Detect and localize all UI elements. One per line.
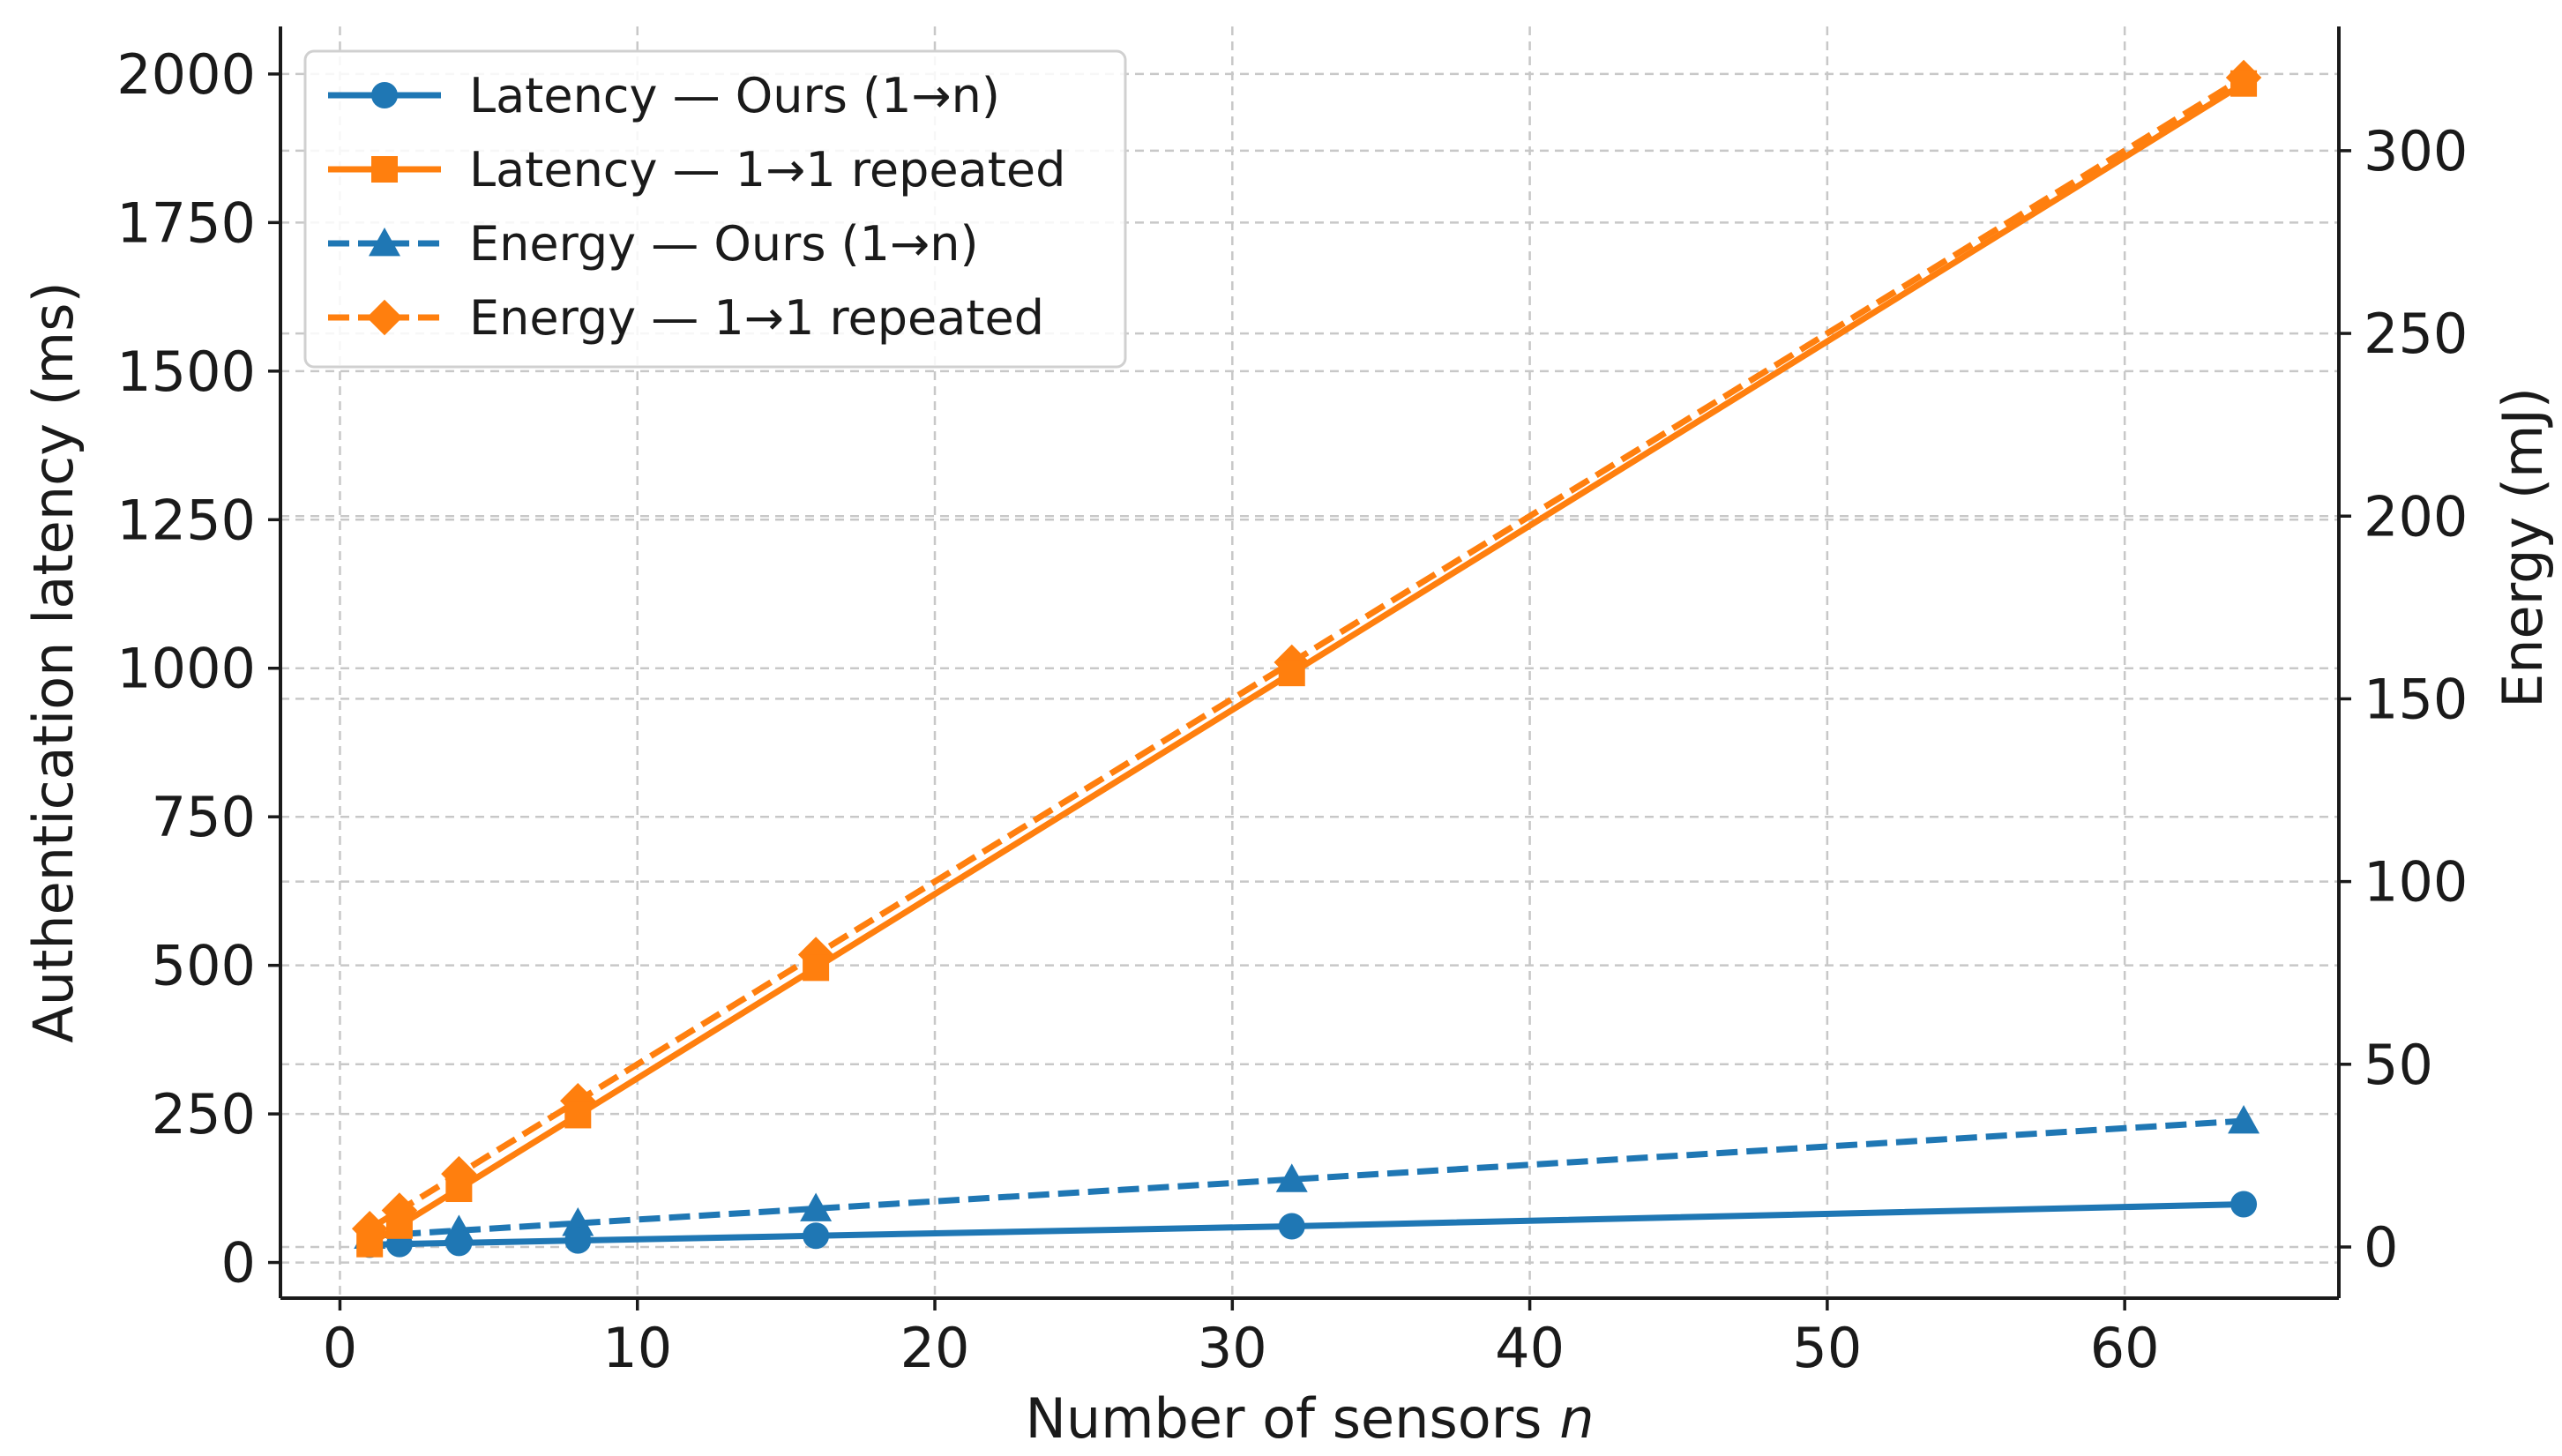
y-left-tick-label: 500 [152, 934, 256, 998]
data-point-square [356, 1230, 384, 1258]
y-left-tick-label: 1000 [116, 637, 256, 701]
data-point-circle [445, 1229, 473, 1257]
legend-item-0: Latency — Ours (1→n) [328, 68, 1000, 123]
data-point-triangle [562, 1207, 594, 1236]
legend-label: Energy — 1→1 repeated [469, 290, 1044, 346]
y-left-tick-label: 1750 [116, 190, 256, 255]
y-left-tick-label: 750 [152, 785, 256, 849]
y-right-tick-label: 100 [2364, 850, 2468, 915]
legend-box [303, 49, 1127, 369]
data-point-square [564, 1101, 592, 1129]
y-left-tick-label: 1500 [116, 340, 256, 404]
data-point-circle [1278, 1213, 1305, 1240]
series-0 [356, 1191, 2258, 1258]
y-right-tick-label: 150 [2364, 667, 2468, 731]
data-point-triangle [2228, 1105, 2260, 1134]
x-axis-label-variable: n [1559, 1386, 1594, 1451]
y-right-tick-label: 0 [2364, 1215, 2398, 1280]
legend-item-2: Energy — Ours (1→n) [328, 216, 979, 272]
legend: Latency — Ours (1→n) Latency — 1→1 repeat… [303, 49, 1127, 369]
y-right-tick-label: 200 [2364, 484, 2468, 549]
series-line [370, 1201, 2245, 1248]
data-point-diamond [366, 299, 403, 336]
data-point-square [1278, 660, 1305, 687]
x-tick-label: 20 [900, 1316, 970, 1380]
y-right-tick-label: 50 [2364, 1033, 2433, 1097]
legend-label: Energy — Ours (1→n) [469, 216, 979, 272]
y-left-tick-label: 1250 [116, 488, 256, 552]
data-point-square [385, 1212, 413, 1239]
legend-label: Latency — Ours (1→n) [469, 68, 1000, 123]
y-left-tick-label: 2000 [116, 42, 256, 107]
data-point-circle [564, 1227, 592, 1254]
y-left-tick-label: 0 [221, 1231, 256, 1295]
x-axis-label-text: Number of sensors [1025, 1386, 1542, 1451]
data-point-square [445, 1176, 473, 1203]
axes-layer: 0 10 20 30 40 50 60025050075010001250150017502… [21, 26, 2555, 1451]
y-right-axis-label: Energy (mJ) [2491, 387, 2555, 708]
legend-label: Latency — 1→1 repeated [469, 142, 1065, 198]
data-point-circle [371, 82, 398, 108]
y-right-tick-label: 250 [2364, 302, 2468, 366]
legend-item-3: Energy — 1→1 repeated [328, 290, 1044, 346]
x-axis-label: Number of sensors n [1025, 1386, 1594, 1451]
data-point-square [371, 156, 398, 183]
series-line [369, 1117, 2245, 1240]
x-tick-label: 50 [1792, 1316, 1862, 1380]
series-layer [351, 59, 2262, 1258]
x-axis-label-space [1542, 1386, 1560, 1451]
y-left-axis-label: Authentication latency (ms) [21, 281, 86, 1042]
x-tick-label: 0 [323, 1316, 357, 1380]
x-tick-label: 40 [1495, 1316, 1565, 1380]
data-point-circle [2230, 1191, 2258, 1218]
series-1 [356, 70, 2258, 1258]
x-tick-label: 10 [602, 1316, 672, 1380]
grid-layer [280, 26, 2339, 1298]
data-point-triangle [369, 228, 400, 257]
y-left-tick-label: 250 [152, 1082, 256, 1146]
y-right-tick-label: 300 [2364, 119, 2468, 183]
data-point-square [2230, 70, 2258, 97]
data-point-circle [803, 1222, 830, 1250]
x-tick-label: 30 [1198, 1316, 1267, 1380]
legend-item-1: Latency — 1→1 repeated [328, 142, 1065, 198]
data-point-square [803, 954, 830, 982]
data-point-triangle [1275, 1163, 1308, 1192]
data-point-triangle [800, 1192, 833, 1221]
x-tick-label: 60 [2090, 1316, 2160, 1380]
